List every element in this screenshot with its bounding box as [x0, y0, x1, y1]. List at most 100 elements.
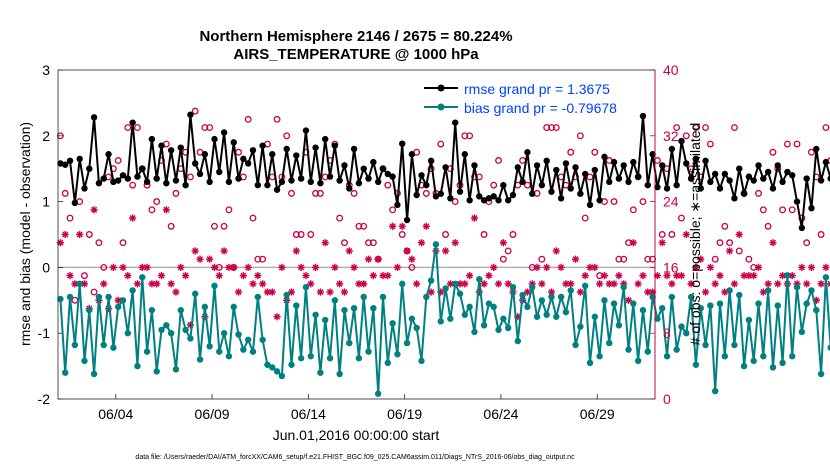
bias-point	[322, 316, 329, 324]
rmse-point	[100, 175, 107, 182]
assimilated-count-point	[682, 230, 690, 239]
asterisk-stroke	[168, 280, 175, 287]
bias-point	[673, 346, 680, 353]
bias-point	[755, 300, 762, 307]
possible-count-point	[711, 255, 719, 263]
bias-point	[639, 306, 647, 314]
bias-point	[514, 337, 521, 345]
rmse-point	[620, 162, 627, 169]
possible-count-point	[297, 231, 305, 238]
possible-count-point	[759, 206, 767, 214]
possible-count-point	[235, 148, 242, 156]
assimilated-count-point	[181, 272, 190, 280]
rmse-point	[548, 188, 555, 195]
rmse-point	[249, 147, 257, 154]
rmse-point	[538, 181, 546, 189]
asterisk-stroke	[452, 239, 459, 246]
possible-count-point	[365, 239, 372, 247]
rmse-point	[817, 177, 825, 184]
asterisk-stroke	[365, 256, 372, 263]
rmse-point	[288, 177, 295, 184]
asterisk-stroke	[177, 264, 184, 271]
possible-count-point	[702, 124, 710, 132]
asterisk-stroke	[288, 289, 295, 296]
assimilated-count-point	[692, 263, 700, 271]
bias-point	[76, 280, 83, 288]
bias-point	[548, 293, 555, 301]
assimilated-count-point	[210, 263, 219, 271]
asterisk-stroke	[240, 272, 247, 279]
rmse-point	[557, 195, 565, 202]
asterisk-stroke	[360, 280, 367, 287]
possible-count-point	[769, 148, 777, 156]
asterisk-stroke	[702, 289, 709, 296]
bias-point	[288, 361, 295, 368]
possible-count-point	[341, 239, 348, 247]
assimilated-count-point	[798, 263, 806, 271]
bias-point	[408, 315, 416, 322]
bias-point	[201, 303, 209, 311]
possible-count-point	[153, 198, 161, 206]
assimilated-count-point	[191, 247, 199, 255]
asterisk-stroke	[62, 231, 69, 238]
rmse-point	[798, 224, 806, 232]
y-axis-right-label: # of obs: o=possible; ∗=assimilated	[687, 123, 703, 346]
rmse-point	[379, 165, 387, 172]
rmse-point	[341, 162, 348, 169]
asterisk-stroke	[471, 215, 478, 222]
bias-point	[610, 300, 618, 307]
assimilated-count-point	[653, 272, 662, 280]
assimilated-count-point	[706, 263, 714, 271]
asterisk-stroke	[586, 264, 594, 271]
rmse-point	[726, 177, 733, 184]
bias-point	[793, 283, 801, 291]
assimilated-count-point	[422, 222, 430, 230]
asterisk-stroke	[307, 280, 314, 287]
assimilated-count-point	[735, 230, 743, 239]
possible-count-point	[730, 124, 738, 132]
rmse-point	[192, 160, 199, 167]
bias-point	[167, 330, 175, 337]
bias-point	[119, 297, 127, 304]
asterisk-stroke	[317, 289, 324, 296]
bias-point	[557, 293, 565, 301]
assimilated-count-point	[340, 288, 349, 296]
y-right-tick-label: 0	[663, 391, 671, 407]
rmse-point	[283, 145, 290, 153]
assimilated-count-point	[807, 263, 816, 271]
y-left-tick-label: -1	[38, 325, 51, 341]
legend-rmse-marker	[437, 84, 445, 92]
possible-count-point	[591, 148, 599, 156]
assimilated-count-point	[153, 280, 161, 288]
rmse-point	[105, 151, 112, 158]
assimilated-count-point	[451, 239, 459, 247]
bias-point	[235, 331, 242, 338]
bias-point	[307, 353, 314, 360]
rmse-point	[437, 190, 444, 197]
rmse-point	[524, 149, 531, 156]
x-tick-label: 06/09	[195, 406, 230, 422]
possible-count-point	[620, 255, 628, 263]
assimilated-count-point	[750, 272, 758, 280]
rmse-point	[346, 185, 353, 192]
rmse-point	[71, 199, 79, 207]
asterisk-stroke	[673, 272, 680, 279]
possible-count-point	[793, 140, 801, 148]
bias-point	[721, 353, 729, 360]
rmse-point	[225, 178, 233, 186]
asterisk-stroke	[615, 272, 622, 279]
asterisk-stroke	[225, 264, 232, 271]
assimilated-count-point	[220, 247, 228, 255]
asterisk-stroke	[572, 256, 579, 263]
assimilated-count-point	[822, 263, 830, 271]
possible-count-point	[783, 140, 791, 148]
assimilated-count-point	[413, 280, 421, 288]
possible-count-point	[610, 198, 618, 206]
bias-point	[625, 346, 632, 353]
assimilated-count-point	[610, 280, 618, 288]
rmse-point	[370, 158, 377, 166]
assimilated-count-point	[663, 272, 671, 280]
asterisk-stroke	[57, 239, 64, 246]
bias-point	[374, 390, 382, 397]
rmse-point	[716, 185, 724, 192]
